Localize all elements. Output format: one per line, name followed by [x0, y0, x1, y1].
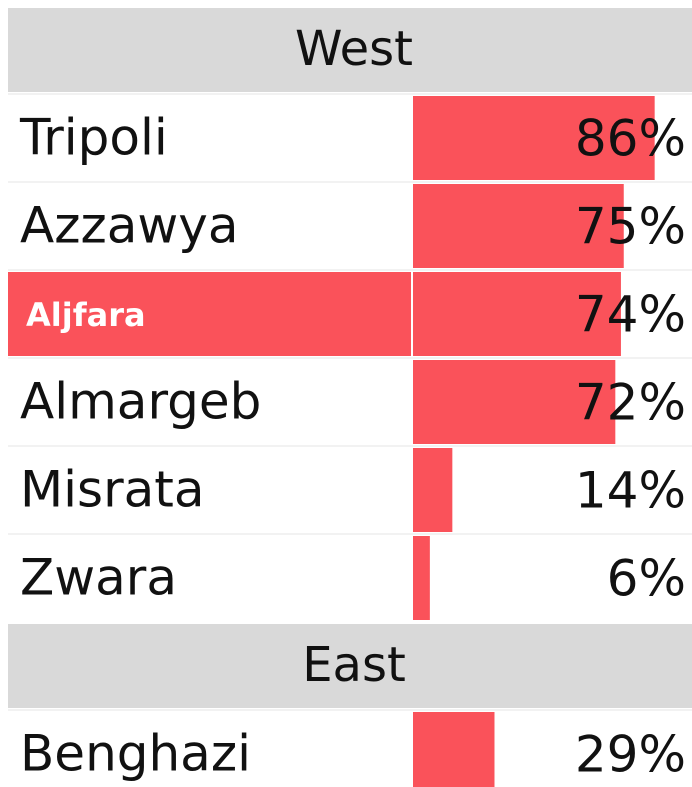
- category-label: Almargeb: [20, 373, 261, 431]
- value-label: 14%: [575, 462, 686, 520]
- highlight-bg: [8, 272, 411, 356]
- bar: [413, 448, 453, 532]
- category-label: Azzawya: [20, 197, 238, 255]
- group-header: East: [302, 637, 406, 693]
- value-label: 6%: [607, 550, 686, 608]
- bar: [413, 536, 430, 620]
- bar: [413, 272, 621, 356]
- category-label: Misrata: [20, 461, 205, 519]
- value-label: 86%: [575, 110, 686, 168]
- group-header-bg: [8, 624, 692, 708]
- category-label: Aljfara: [26, 296, 146, 334]
- bar: [413, 96, 655, 180]
- category-label: Benghazi: [20, 725, 251, 783]
- bar: [413, 184, 624, 268]
- bar: [413, 360, 616, 444]
- bar: [413, 712, 495, 787]
- group-header: West: [295, 21, 413, 77]
- category-label: Tripoli: [19, 109, 168, 167]
- value-label: 75%: [575, 198, 686, 256]
- group-header-bg: [8, 8, 692, 92]
- value-label: 72%: [575, 374, 686, 432]
- value-label: 74%: [575, 286, 686, 344]
- value-label: 29%: [575, 726, 686, 784]
- category-label: Zwara: [20, 549, 177, 607]
